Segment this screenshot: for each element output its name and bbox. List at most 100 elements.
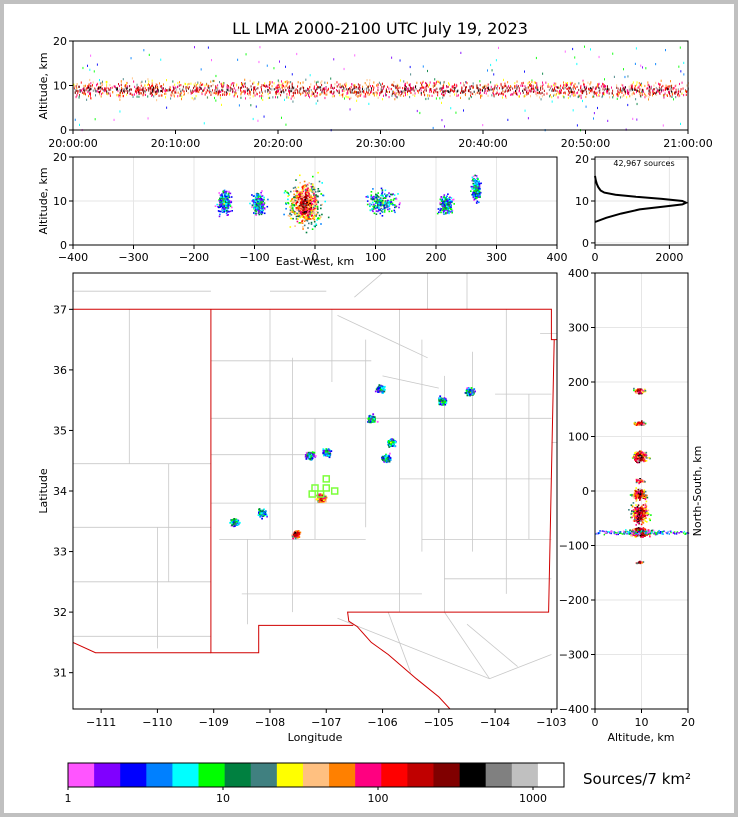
source-point (151, 82, 153, 85)
source-point (681, 81, 683, 84)
source-point (347, 91, 348, 94)
source-point (372, 196, 374, 198)
source-point (389, 193, 392, 196)
source-point (567, 82, 568, 85)
source-point (176, 88, 178, 92)
source-point (137, 88, 139, 91)
source-point (476, 187, 479, 189)
source-point (404, 91, 406, 94)
source-point (203, 122, 205, 125)
source-point (563, 81, 564, 84)
source-point (447, 204, 449, 207)
source-point (223, 202, 226, 205)
source-point (279, 84, 281, 87)
source-point (588, 91, 590, 94)
source-point (260, 207, 263, 209)
source-point (325, 93, 327, 96)
source-point (145, 93, 146, 96)
source-point (98, 87, 100, 90)
source-point (278, 84, 280, 87)
source-point (251, 194, 253, 196)
source-point (242, 84, 243, 87)
source-point (310, 83, 312, 86)
source-point (292, 88, 294, 91)
source-point (571, 91, 573, 94)
source-point (380, 199, 382, 201)
source-point (317, 80, 319, 83)
source-point (219, 90, 221, 93)
source-point (211, 59, 212, 62)
source-point (644, 84, 646, 88)
source-point (114, 85, 116, 89)
source-point (396, 92, 398, 95)
source-point (314, 80, 316, 83)
source-point (169, 89, 170, 92)
source-point (119, 88, 121, 91)
source-point (330, 450, 333, 452)
source-point (243, 82, 245, 85)
source-point (551, 89, 552, 92)
source-point (285, 65, 286, 68)
source-point (581, 90, 583, 93)
source-point (316, 210, 318, 213)
source-point (222, 196, 224, 199)
source-point (210, 92, 212, 95)
source-point (144, 84, 145, 87)
source-point (455, 92, 457, 96)
source-point (97, 87, 99, 90)
source-point (456, 90, 458, 93)
source-point (184, 91, 185, 94)
source-point (542, 81, 543, 84)
source-point (90, 82, 92, 85)
source-point (444, 209, 446, 212)
source-point (651, 91, 653, 94)
source-point (230, 521, 233, 524)
source-point (473, 186, 475, 188)
source-point (375, 206, 377, 208)
source-point (226, 88, 228, 91)
source-point (319, 494, 321, 497)
source-point (308, 216, 310, 218)
source-point (323, 454, 325, 457)
source-point (627, 91, 629, 94)
source-point (194, 97, 196, 100)
source-point (596, 92, 597, 95)
source-point (165, 92, 167, 95)
source-point (305, 206, 308, 209)
source-point (215, 90, 217, 94)
source-point (636, 102, 638, 106)
source-point (175, 91, 177, 94)
source-point (141, 80, 143, 83)
source-point (313, 452, 315, 455)
source-point (291, 90, 293, 93)
source-point (255, 205, 257, 207)
source-point (668, 88, 670, 91)
source-point (380, 210, 383, 212)
source-point (308, 182, 310, 184)
source-point (579, 95, 581, 98)
source-point (388, 441, 390, 444)
source-point (435, 88, 436, 91)
source-point (607, 87, 609, 90)
source-point (88, 86, 90, 89)
source-point (296, 52, 298, 56)
source-point (288, 96, 290, 99)
source-point (301, 186, 304, 188)
source-point (109, 94, 111, 97)
source-point (195, 88, 197, 91)
source-point (310, 221, 313, 224)
ytick-label: 0 (60, 239, 67, 252)
source-point (304, 212, 307, 215)
source-point (315, 215, 317, 217)
ytick-label: 20 (53, 151, 67, 164)
source-point (141, 88, 143, 91)
ytick-label: 10 (575, 195, 589, 208)
source-point (205, 91, 207, 94)
source-point (571, 93, 573, 96)
source-point (292, 207, 294, 209)
source-point (295, 88, 297, 91)
source-point (256, 92, 257, 95)
source-point (282, 82, 284, 85)
source-point (662, 84, 664, 88)
